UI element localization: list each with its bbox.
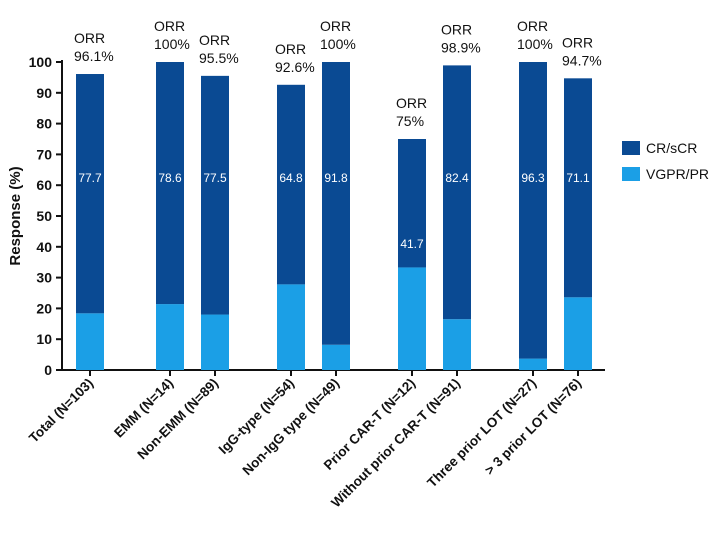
cr-value-label: 71.1 bbox=[566, 171, 590, 185]
bar-vgpr-pr bbox=[564, 297, 592, 370]
y-tick-label: 40 bbox=[36, 239, 52, 255]
orr-title-label: ORR bbox=[517, 18, 548, 34]
y-tick-label: 20 bbox=[36, 300, 52, 316]
bar-cr-scr bbox=[398, 139, 426, 268]
orr-title-label: ORR bbox=[74, 30, 105, 46]
y-tick-label: 10 bbox=[36, 331, 52, 347]
bar-vgpr-pr bbox=[156, 304, 184, 370]
axes: 0 10 20 30 40 50 60 70 80 90 100 Response (%) bbox=[7, 54, 605, 378]
y-tick-label: 60 bbox=[36, 177, 52, 193]
y-tick-label: 30 bbox=[36, 270, 52, 286]
bar-vgpr-pr bbox=[398, 267, 426, 370]
y-tick-label: 0 bbox=[44, 362, 52, 378]
cr-value-label: 78.6 bbox=[158, 171, 182, 185]
y-tick-label: 100 bbox=[29, 54, 53, 70]
orr-value-label: 100% bbox=[154, 36, 190, 52]
y-tick-label: 50 bbox=[36, 208, 52, 224]
cr-value-label: 64.8 bbox=[279, 171, 303, 185]
orr-title-label: ORR bbox=[275, 41, 306, 57]
bar-vgpr-pr bbox=[443, 319, 471, 370]
y-axis-title: Response (%) bbox=[7, 166, 24, 265]
bar-cr-scr bbox=[277, 84, 305, 285]
orr-title-label: ORR bbox=[396, 95, 427, 111]
orr-value-label: 98.9% bbox=[441, 39, 481, 55]
legend: CR/sCR VGPR/PR bbox=[622, 140, 709, 182]
bar-cr-scr bbox=[201, 75, 229, 315]
bar-cr-scr bbox=[564, 78, 592, 298]
orr-value-label: 75% bbox=[396, 113, 424, 129]
orr-value-label: 96.1% bbox=[74, 48, 114, 64]
legend-swatch-cr bbox=[622, 141, 640, 155]
y-tick-label: 90 bbox=[36, 85, 52, 101]
orr-title-label: ORR bbox=[441, 21, 472, 37]
orr-value-label: 92.6% bbox=[275, 59, 315, 75]
cr-value-label: 82.4 bbox=[445, 171, 469, 185]
orr-title-label: ORR bbox=[320, 18, 351, 34]
cr-value-label: 96.3 bbox=[521, 171, 545, 185]
bar-cr-scr bbox=[76, 74, 104, 314]
y-tick-label: 80 bbox=[36, 116, 52, 132]
y-tick-label: 70 bbox=[36, 146, 52, 162]
orr-value-label: 100% bbox=[320, 36, 356, 52]
category-label: Non-EMM (N=89) bbox=[134, 376, 221, 463]
orr-title-label: ORR bbox=[154, 18, 185, 34]
bar-cr-scr bbox=[156, 62, 184, 305]
bar-vgpr-pr bbox=[322, 344, 350, 370]
legend-label-cr: CR/sCR bbox=[646, 140, 697, 156]
bar-vgpr-pr bbox=[201, 314, 229, 370]
orr-title-label: ORR bbox=[199, 32, 230, 48]
cr-value-label: 91.8 bbox=[324, 171, 348, 185]
bar-vgpr-pr bbox=[277, 284, 305, 370]
bar-vgpr-pr bbox=[76, 313, 104, 370]
bar-cr-scr bbox=[443, 65, 471, 320]
bar-cr-scr bbox=[519, 62, 547, 359]
category-label: IgG-type (N=54) bbox=[216, 376, 297, 457]
bar-cr-scr bbox=[322, 62, 350, 345]
legend-label-vgpr: VGPR/PR bbox=[646, 166, 709, 182]
cr-value-label: 77.7 bbox=[78, 171, 102, 185]
orr-value-label: 95.5% bbox=[199, 50, 239, 66]
orr-value-label: 94.7% bbox=[562, 52, 602, 68]
orr-title-label: ORR bbox=[562, 34, 593, 50]
bars bbox=[76, 62, 592, 370]
cr-value-label: 77.5 bbox=[203, 171, 227, 185]
orr-value-label: 100% bbox=[517, 36, 553, 52]
bar-vgpr-pr bbox=[519, 358, 547, 370]
category-label: Total (N=103) bbox=[26, 376, 96, 446]
cr-value-label: 41.7 bbox=[400, 237, 424, 251]
legend-swatch-vgpr bbox=[622, 167, 640, 181]
